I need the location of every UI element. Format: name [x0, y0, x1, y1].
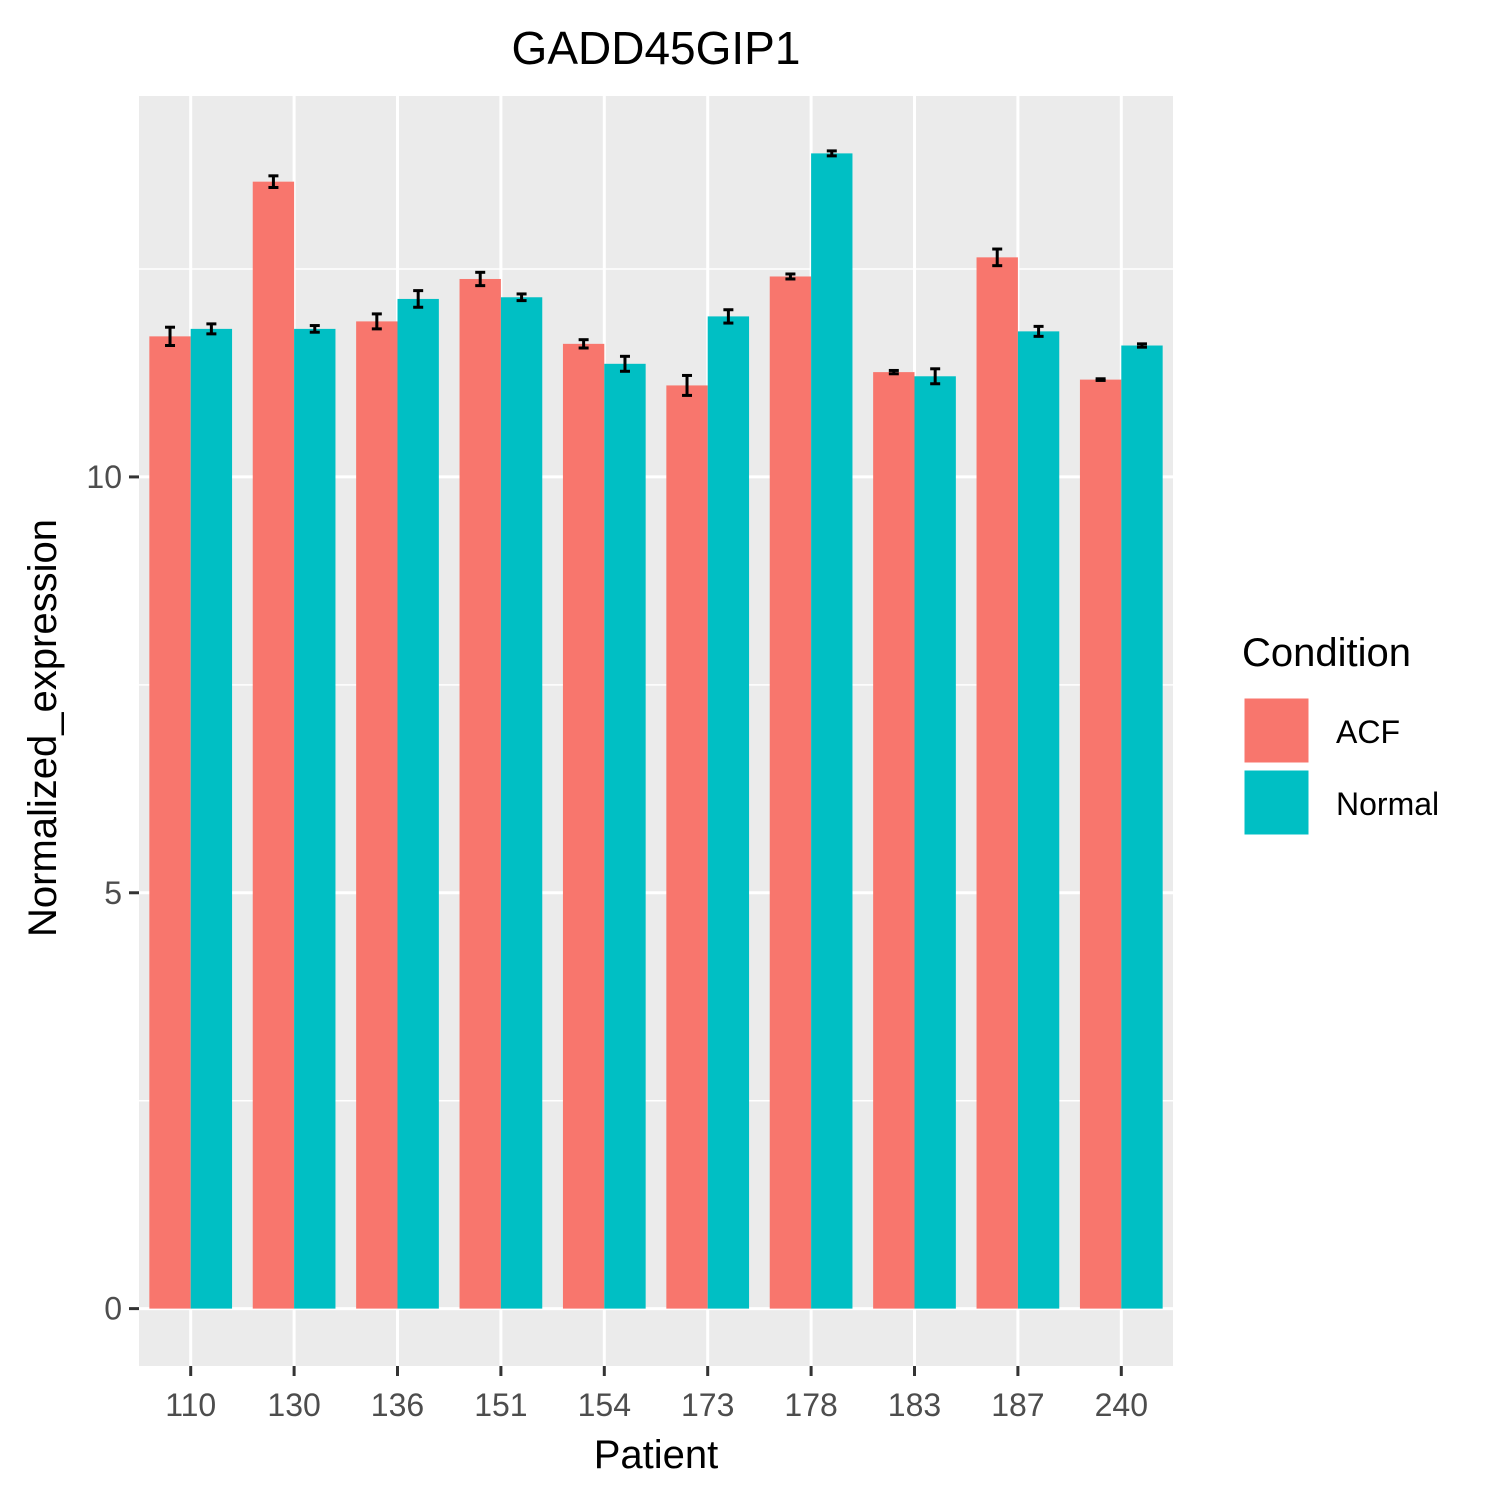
bar-normal-178: [811, 153, 853, 1309]
x-tick-label: 151: [474, 1387, 527, 1423]
error-bar-normal-151: [516, 292, 527, 303]
error-bar-normal-130: [309, 324, 320, 334]
bar-normal-136: [397, 298, 439, 1309]
error-bar-normal-136: [413, 289, 424, 309]
error-bars: [165, 149, 1147, 397]
x-tick-label: 187: [991, 1387, 1044, 1423]
error-bar-normal-173: [723, 308, 734, 325]
error-bar-acf-183: [888, 368, 899, 376]
x-tick-label: 173: [681, 1387, 734, 1423]
chart-title: GADD45GIP1: [512, 22, 801, 74]
x-tick-label: 136: [371, 1387, 424, 1423]
bar-acf-151: [459, 278, 501, 1309]
bar-normal-183: [914, 376, 956, 1309]
bar-normal-187: [1017, 331, 1060, 1309]
y-tick-label: 10: [86, 459, 122, 495]
error-bar-acf-173: [682, 373, 693, 397]
bar-normal-110: [190, 328, 233, 1309]
legend-label: ACF: [1336, 714, 1400, 750]
x-tick-label: 154: [578, 1387, 631, 1423]
error-bar-acf-136: [371, 312, 382, 331]
error-bar-acf-154: [578, 338, 589, 350]
bar-acf-240: [1079, 379, 1122, 1309]
bar-acf-187: [976, 257, 1018, 1309]
x-tick-label: 130: [267, 1387, 320, 1423]
legend-item-acf: ACF: [1241, 695, 1400, 766]
error-bar-acf-130: [268, 174, 279, 189]
error-bar-normal-154: [619, 354, 630, 373]
y-tick-label: 5: [104, 875, 122, 911]
bar-normal-130: [294, 328, 336, 1309]
error-bar-acf-240: [1095, 377, 1106, 382]
error-bar-acf-110: [165, 325, 176, 348]
legend-key: [1241, 767, 1312, 838]
error-bar-acf-178: [785, 272, 796, 281]
bars: [149, 153, 1163, 1309]
x-axis: 110 130 136 151 154 173 178 183 187 240: [165, 1366, 1148, 1423]
bar-acf-136: [356, 321, 398, 1309]
bar-normal-151: [500, 297, 543, 1309]
bar-acf-173: [666, 385, 708, 1309]
x-tick-label: 178: [784, 1387, 837, 1423]
error-bar-acf-151: [475, 270, 486, 288]
y-axis: 0 5 10: [86, 459, 139, 1327]
error-bar-acf-187: [992, 247, 1003, 268]
x-tick-label: 183: [888, 1387, 941, 1423]
x-tick-label: 240: [1095, 1387, 1148, 1423]
legend: Condition ACF Normal: [1241, 631, 1439, 838]
bar-acf-130: [252, 181, 295, 1309]
error-bar-normal-178: [826, 149, 837, 158]
error-bar-normal-110: [206, 322, 217, 336]
bar-acf-183: [873, 372, 915, 1309]
error-bar-normal-187: [1033, 324, 1044, 338]
legend-key: [1241, 695, 1312, 766]
bar-acf-154: [562, 343, 605, 1309]
y-axis-title: Normalized_expression: [21, 519, 65, 937]
x-tick-label: 110: [165, 1387, 216, 1423]
error-bar-normal-183: [930, 367, 941, 386]
bar-normal-154: [604, 363, 646, 1309]
bar-normal-173: [707, 316, 750, 1309]
error-bar-normal-240: [1136, 342, 1147, 349]
bar-acf-110: [149, 336, 191, 1309]
legend-title: Condition: [1242, 631, 1411, 675]
bar-normal-240: [1121, 345, 1163, 1309]
legend-label: Normal: [1336, 786, 1439, 822]
x-axis-title: Patient: [594, 1433, 719, 1477]
legend-item-normal: Normal: [1241, 767, 1439, 838]
y-tick-label: 0: [104, 1291, 122, 1327]
bar-acf-178: [769, 276, 812, 1309]
